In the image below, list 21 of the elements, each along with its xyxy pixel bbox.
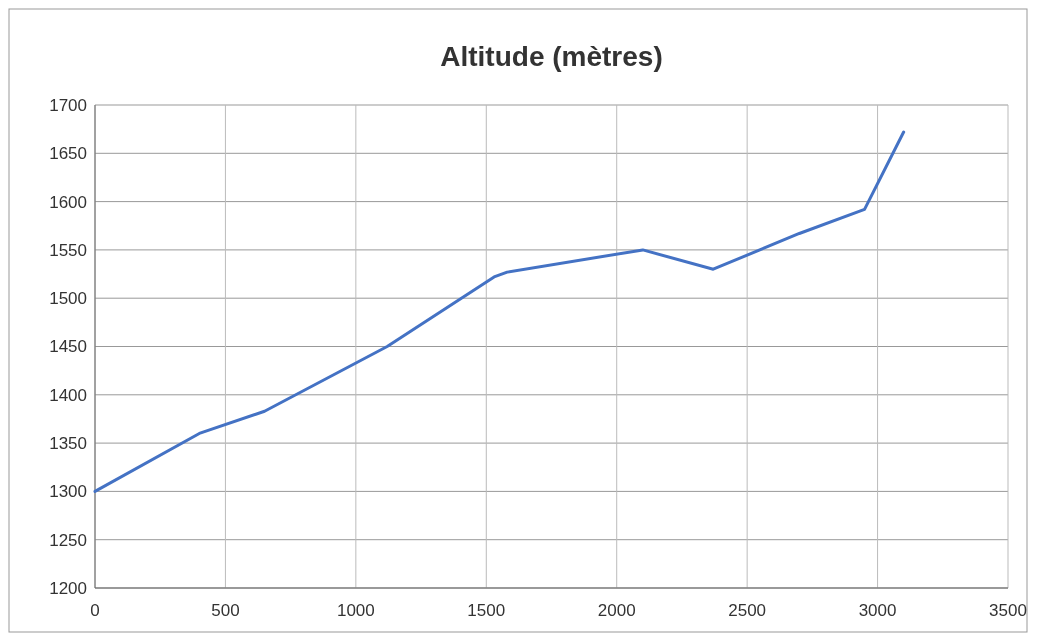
y-tick-label: 1400 <box>49 385 87 405</box>
y-tick-label: 1250 <box>49 530 87 550</box>
y-tick-label: 1200 <box>49 578 87 598</box>
x-tick-label: 2500 <box>728 601 767 620</box>
y-tick-label: 1350 <box>49 434 87 454</box>
y-tick-label: 1500 <box>49 289 87 309</box>
y-tick-label: 1450 <box>49 337 87 357</box>
x-tick-label: 500 <box>211 601 240 620</box>
x-tick-label: 3500 <box>989 601 1027 620</box>
y-tick-label: 1300 <box>49 482 87 502</box>
y-tick-label: 1650 <box>49 144 87 164</box>
chart-title: Altitude (mètres) <box>440 41 663 72</box>
x-tick-label: 1000 <box>336 601 375 620</box>
y-tick-label: 1700 <box>49 95 87 115</box>
x-tick-label: 0 <box>90 601 100 620</box>
x-tick-label: 3000 <box>858 601 897 620</box>
line-series <box>93 130 906 493</box>
x-tick-label: 1500 <box>467 601 506 620</box>
y-tick-label: 1600 <box>49 192 87 212</box>
y-tick-label: 1550 <box>49 240 87 260</box>
x-tick-label: 2000 <box>597 601 636 620</box>
